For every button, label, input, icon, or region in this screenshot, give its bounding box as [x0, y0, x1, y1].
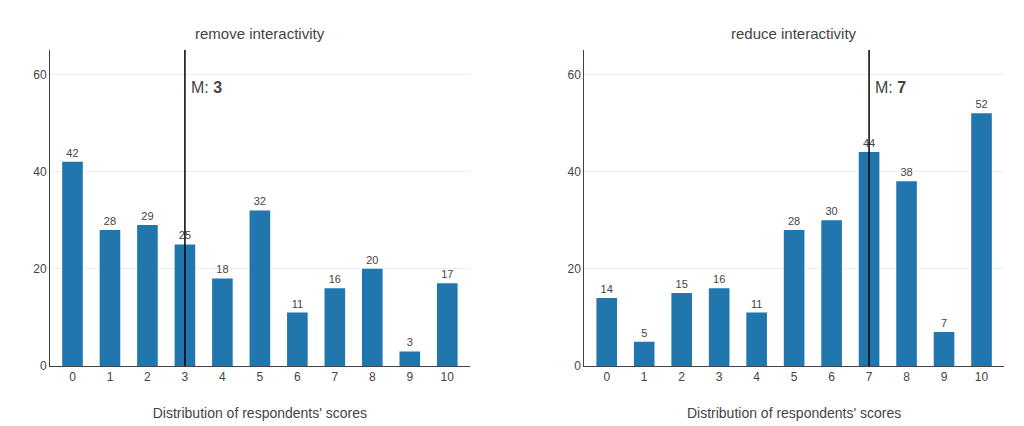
svg-text:7: 7 [866, 370, 873, 384]
svg-text:6: 6 [828, 370, 835, 384]
svg-text:28: 28 [104, 215, 116, 227]
svg-text:11: 11 [751, 298, 762, 310]
svg-text:5: 5 [791, 370, 798, 384]
svg-text:18: 18 [216, 263, 228, 275]
svg-text:8: 8 [903, 370, 910, 384]
svg-text:4: 4 [219, 370, 226, 384]
svg-text:7: 7 [331, 370, 338, 384]
svg-text:0: 0 [574, 359, 581, 373]
svg-text:15: 15 [676, 278, 688, 290]
svg-text:5: 5 [641, 327, 647, 339]
svg-text:16: 16 [713, 273, 725, 285]
svg-text:7: 7 [941, 317, 947, 329]
svg-text:25: 25 [179, 229, 191, 241]
svg-text:reduce interactivity: reduce interactivity [731, 25, 857, 42]
svg-text:17: 17 [441, 268, 453, 280]
svg-text:4: 4 [753, 370, 760, 384]
svg-text:52: 52 [975, 98, 987, 110]
svg-text:10: 10 [441, 370, 455, 384]
svg-text:28: 28 [788, 215, 800, 227]
svg-text:M: 7: M: 7 [875, 79, 906, 96]
svg-text:remove interactivity: remove interactivity [195, 25, 325, 42]
svg-text:5: 5 [257, 370, 264, 384]
svg-text:40: 40 [567, 165, 581, 179]
svg-text:32: 32 [254, 195, 266, 207]
svg-text:3: 3 [716, 370, 723, 384]
svg-text:3: 3 [182, 370, 189, 384]
svg-text:2: 2 [144, 370, 151, 384]
svg-text:20: 20 [567, 262, 581, 276]
svg-text:10: 10 [975, 370, 989, 384]
svg-text:60: 60 [567, 68, 581, 82]
svg-text:20: 20 [366, 254, 378, 266]
svg-text:1: 1 [107, 370, 114, 384]
svg-text:20: 20 [33, 262, 47, 276]
svg-text:30: 30 [825, 205, 837, 217]
svg-text:0: 0 [603, 370, 610, 384]
svg-text:1: 1 [641, 370, 648, 384]
svg-text:14: 14 [601, 283, 613, 295]
svg-text:Distribution of respondents' s: Distribution of respondents' scores [687, 405, 901, 421]
svg-text:11: 11 [292, 298, 303, 310]
svg-text:40: 40 [33, 165, 47, 179]
svg-text:0: 0 [69, 370, 76, 384]
svg-text:16: 16 [329, 273, 341, 285]
svg-text:2: 2 [678, 370, 685, 384]
svg-text:60: 60 [33, 68, 47, 82]
svg-text:8: 8 [369, 370, 376, 384]
svg-text:3: 3 [407, 336, 413, 348]
svg-text:42: 42 [66, 147, 78, 159]
svg-text:9: 9 [941, 370, 948, 384]
svg-text:44: 44 [863, 137, 875, 149]
svg-text:Distribution of respondents' s: Distribution of respondents' scores [153, 405, 367, 421]
svg-text:9: 9 [406, 370, 413, 384]
svg-text:M: 3: M: 3 [191, 79, 222, 96]
svg-text:38: 38 [900, 166, 912, 178]
svg-text:0: 0 [40, 359, 47, 373]
svg-text:29: 29 [141, 210, 153, 222]
svg-text:6: 6 [294, 370, 301, 384]
